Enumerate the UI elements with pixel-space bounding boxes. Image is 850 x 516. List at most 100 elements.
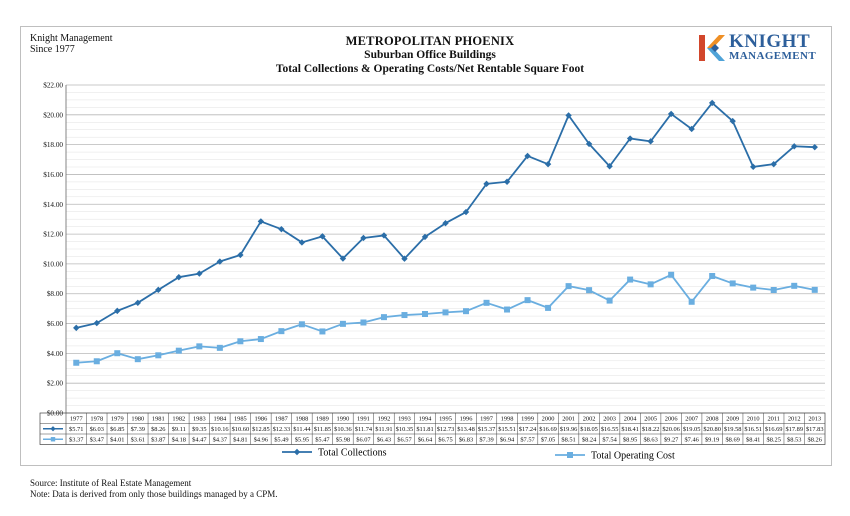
x-tick-label: 2008	[706, 416, 719, 423]
data-point	[216, 258, 224, 265]
x-tick-label: 1981	[152, 416, 165, 423]
x-tick-label: 1991	[357, 416, 370, 423]
data-table-cell: $7.57	[520, 437, 535, 444]
data-point	[114, 350, 121, 357]
data-table-cell: $6.43	[377, 437, 391, 444]
data-table-cell: $20.80	[703, 426, 721, 433]
data-point	[421, 311, 428, 318]
data-table-cell: $8.41	[746, 437, 760, 444]
data-table-cell: $10.16	[211, 426, 229, 433]
data-table-cell: $8.26	[808, 437, 822, 444]
x-tick-label: 1992	[378, 416, 391, 423]
x-tick-label: 1996	[460, 416, 473, 423]
data-table-cell: $7.05	[541, 437, 555, 444]
data-point	[93, 319, 100, 327]
data-table-cell: $6.94	[500, 437, 515, 444]
data-table-cell: $9.27	[664, 437, 679, 444]
chart-titles: METROPOLITAN PHOENIX Suburban Office Bui…	[180, 34, 680, 76]
data-point	[237, 338, 244, 345]
data-table-cell: $4.81	[233, 437, 247, 444]
x-tick-label: 1985	[234, 416, 247, 423]
data-table-cell: $3.47	[90, 437, 105, 444]
y-tick-label: $0.00	[47, 410, 64, 418]
y-tick-label: $2.00	[47, 380, 64, 388]
data-table-cell: $9.35	[192, 426, 206, 433]
data-point	[196, 343, 203, 350]
data-point	[667, 110, 675, 118]
company-name: Knight Management	[30, 33, 113, 44]
data-point	[339, 255, 347, 262]
data-table-cell: $5.95	[295, 437, 309, 444]
data-table-cell: $12.33	[273, 426, 291, 433]
data-point	[462, 208, 470, 216]
data-point	[134, 356, 141, 363]
x-tick-label: 2010	[747, 416, 760, 423]
data-point	[298, 239, 306, 246]
data-point	[709, 272, 716, 279]
data-table-cell: $8.26	[151, 426, 165, 433]
x-tick-label: 2012	[788, 416, 801, 423]
data-point	[257, 218, 265, 225]
data-point	[360, 234, 367, 242]
data-table-cell: $18.22	[642, 426, 660, 433]
x-tick-label: 2011	[767, 416, 780, 423]
data-table-cell: $6.83	[459, 437, 473, 444]
x-tick-label: 2001	[562, 416, 575, 423]
y-tick-label: $6.00	[47, 320, 64, 328]
data-table-cell: $10.35	[396, 426, 414, 433]
data-table-cell: $6.85	[110, 426, 124, 433]
data-point	[545, 304, 552, 311]
data-point	[401, 255, 408, 262]
x-tick-label: 1995	[439, 416, 452, 423]
data-point	[647, 281, 654, 288]
data-table-cell: $3.61	[131, 437, 145, 444]
company-since: Since 1977	[30, 44, 75, 55]
data-point	[463, 308, 470, 315]
x-tick-label: 2009	[726, 416, 739, 423]
x-tick-label: 2013	[808, 416, 821, 423]
data-table-cell: $9.11	[172, 426, 186, 433]
data-point	[421, 233, 429, 241]
data-point	[524, 297, 531, 304]
data-point	[626, 135, 634, 142]
data-point	[442, 220, 449, 227]
data-table-cell: $11.85	[314, 426, 331, 433]
data-table-cell: $12.73	[437, 426, 455, 433]
legend-label: Total Collections	[318, 448, 387, 459]
data-point	[688, 125, 695, 133]
data-point	[134, 299, 141, 307]
data-point	[586, 287, 593, 294]
data-point	[93, 358, 100, 365]
x-tick-label: 1987	[275, 416, 289, 423]
y-tick-label: $8.00	[47, 290, 64, 298]
data-point	[688, 298, 695, 305]
x-tick-label: 1994	[419, 416, 433, 423]
data-table-cell: $17.24	[519, 426, 537, 433]
data-table-cell: $6.57	[397, 437, 412, 444]
data-table-cell: $8.63	[643, 437, 657, 444]
data-table-cell: $4.47	[192, 437, 207, 444]
x-tick-label: 2005	[644, 416, 657, 423]
data-point	[811, 286, 818, 293]
data-table-cell: $4.01	[110, 437, 124, 444]
data-point	[298, 321, 305, 328]
data-table-cell: $4.37	[213, 437, 228, 444]
data-table-cell: $19.96	[560, 426, 578, 433]
table-legend-marker	[50, 437, 56, 442]
chart-subtitle-2: Total Collections & Operating Costs/Net …	[275, 63, 585, 75]
data-point	[729, 117, 736, 125]
x-tick-label: 1979	[111, 416, 124, 423]
legend-marker	[567, 452, 573, 458]
x-tick-label: 1997	[480, 416, 494, 423]
data-point	[770, 287, 777, 293]
y-tick-label: $18.00	[43, 141, 63, 149]
data-table-cell: $16.69	[539, 426, 557, 433]
data-point	[483, 180, 490, 188]
data-table-cell: $9.19	[705, 437, 719, 444]
data-table-cell: $17.89	[785, 426, 803, 433]
x-tick-label: 1993	[398, 416, 411, 423]
data-point	[811, 143, 818, 151]
data-point	[401, 312, 408, 319]
x-tick-label: 1983	[193, 416, 206, 423]
data-table-cell: $5.47	[315, 437, 330, 444]
